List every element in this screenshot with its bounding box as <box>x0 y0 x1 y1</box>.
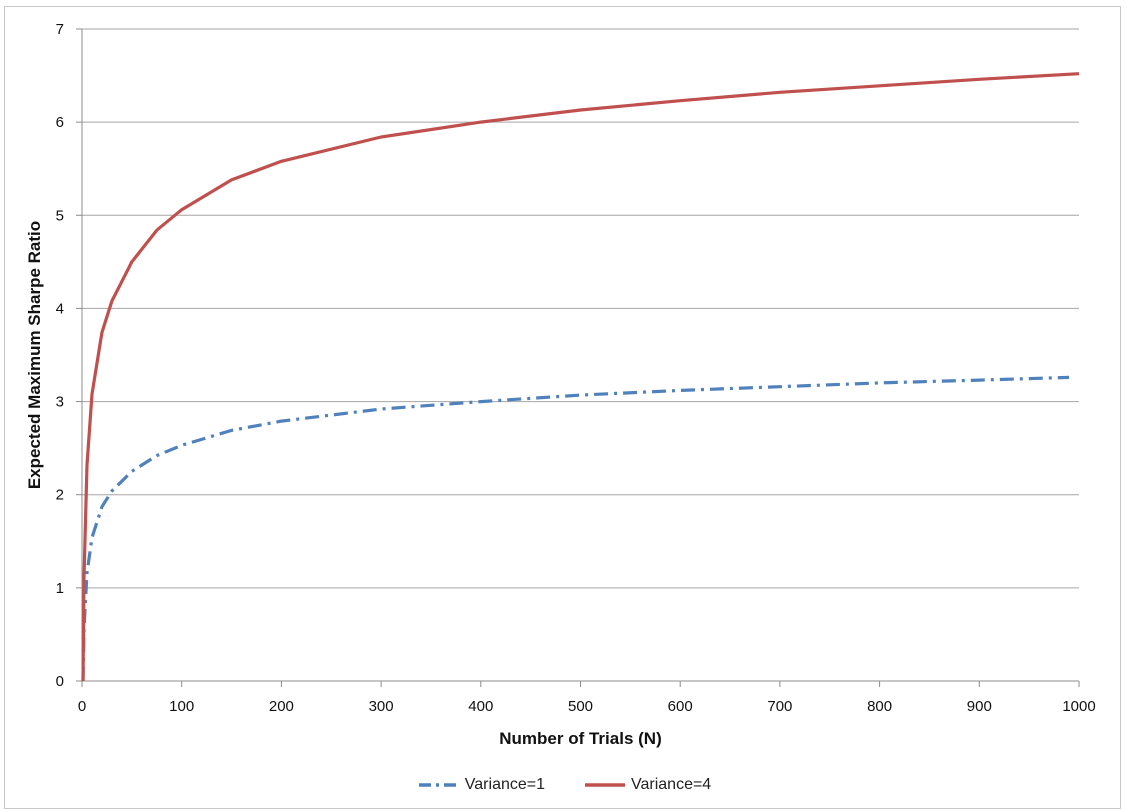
x-tick-label-100: 100 <box>169 698 194 715</box>
x-tick-label-400: 400 <box>468 698 493 715</box>
legend-item-variance-4: Variance=4 <box>583 776 711 794</box>
axes: 0 1 2 3 4 5 6 7 0 100 200 300 400 500 600 700 800 900 1000 <box>56 21 1096 715</box>
legend-swatch-variance-4 <box>585 783 625 787</box>
y-tick-label-3: 3 <box>56 394 64 411</box>
y-tick-label-7: 7 <box>56 21 64 38</box>
y-tick-label-5: 5 <box>56 207 64 224</box>
legend-item-variance-1: Variance=1 <box>417 776 545 794</box>
y-tick-label-4: 4 <box>56 300 64 317</box>
x-tick-label-700: 700 <box>767 698 792 715</box>
series-lines <box>81 72 1080 682</box>
x-tick-label-600: 600 <box>668 698 693 715</box>
legend-swatch-variance-1 <box>418 783 459 787</box>
x-tick-label-0: 0 <box>78 698 86 715</box>
series-line-variance-1 <box>81 375 1070 682</box>
y-tick-label-1: 1 <box>56 580 64 597</box>
legend-label-variance-1: Variance=1 <box>464 776 545 793</box>
chart-frame <box>4 6 1121 809</box>
x-tick-label-500: 500 <box>568 698 593 715</box>
x-tick-label-1000: 1000 <box>1062 698 1095 715</box>
series-line-variance-4 <box>81 72 1080 682</box>
legend-label-variance-4: Variance=4 <box>631 776 712 793</box>
y-tick-label-0: 0 <box>56 673 64 690</box>
x-tick-label-300: 300 <box>369 698 394 715</box>
y-axis-title: Expected Maximum Sharpe Ratio <box>25 221 44 489</box>
gridlines <box>82 28 1079 589</box>
y-tick-label-2: 2 <box>56 487 64 504</box>
x-tick-label-800: 800 <box>867 698 892 715</box>
x-axis-title: Number of Trials (N) <box>499 729 661 748</box>
x-tick-label-200: 200 <box>269 698 294 715</box>
y-tick-label-6: 6 <box>56 114 64 131</box>
legend: Variance=1 Variance=4 <box>0 776 1128 794</box>
x-tick-label-900: 900 <box>967 698 992 715</box>
